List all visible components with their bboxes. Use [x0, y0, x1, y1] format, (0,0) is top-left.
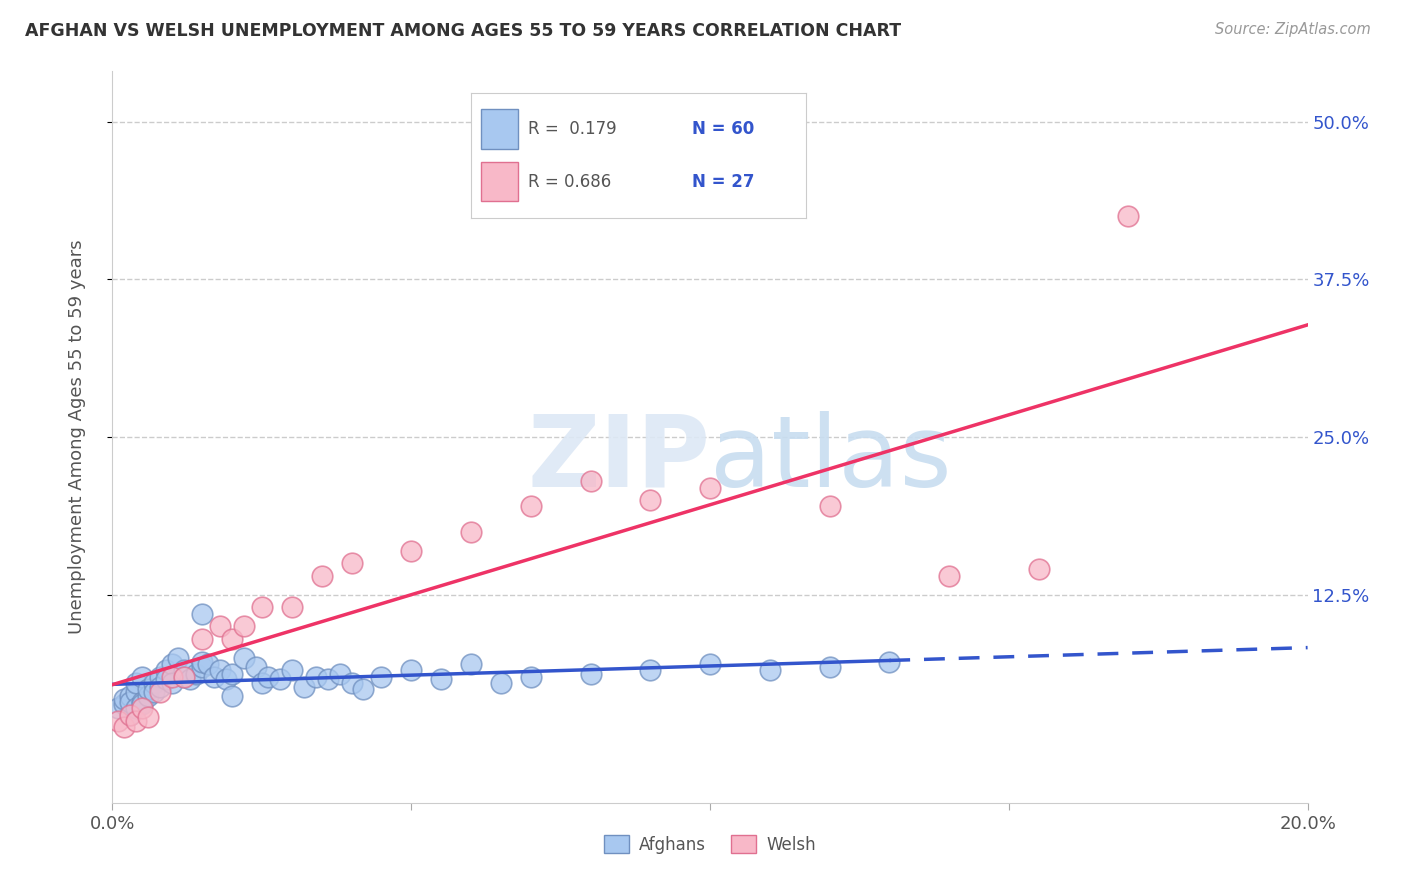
Point	[699, 481, 721, 495]
Point	[155, 664, 177, 678]
Text: Source: ZipAtlas.com: Source: ZipAtlas.com	[1215, 22, 1371, 37]
Point	[125, 714, 148, 728]
Point	[1118, 210, 1140, 224]
Point	[281, 600, 304, 615]
Point	[167, 650, 190, 665]
Point	[640, 493, 662, 508]
Point	[370, 670, 392, 684]
Point	[120, 695, 142, 709]
Point	[173, 664, 195, 678]
Point	[316, 672, 339, 686]
Point	[107, 714, 129, 728]
Point	[489, 676, 512, 690]
Point	[131, 670, 153, 684]
Point	[221, 689, 243, 703]
Point	[162, 657, 183, 671]
Point	[215, 672, 238, 686]
Point	[114, 692, 135, 706]
Point	[125, 685, 148, 699]
Point	[579, 474, 602, 488]
Point	[149, 670, 172, 684]
Point	[221, 667, 243, 681]
Point	[221, 632, 243, 646]
Point	[191, 655, 214, 669]
Point	[520, 500, 543, 514]
Point	[186, 667, 208, 681]
Point	[250, 676, 273, 690]
Point	[245, 659, 267, 673]
Point	[250, 600, 273, 615]
Point	[340, 676, 363, 690]
Point	[520, 670, 543, 684]
Point	[1028, 562, 1050, 576]
Point	[131, 695, 153, 709]
Point	[209, 664, 232, 678]
Point	[460, 524, 482, 539]
Point	[305, 670, 328, 684]
Point	[699, 657, 721, 671]
Point	[155, 672, 177, 686]
Point	[579, 667, 602, 681]
Text: ZIP: ZIP	[527, 410, 710, 508]
Point	[107, 701, 129, 715]
Point	[281, 664, 304, 678]
Point	[131, 698, 153, 712]
Point	[162, 670, 183, 684]
Point	[138, 710, 160, 724]
Point	[353, 682, 375, 697]
Legend: Afghans, Welsh: Afghans, Welsh	[598, 829, 823, 860]
Point	[311, 569, 333, 583]
Point	[125, 676, 148, 690]
Point	[640, 664, 662, 678]
Point	[143, 676, 166, 690]
Point	[401, 664, 423, 678]
Point	[138, 682, 160, 697]
Point	[120, 689, 142, 703]
Point	[138, 689, 160, 703]
Point	[879, 655, 901, 669]
Point	[120, 707, 142, 722]
Point	[329, 667, 352, 681]
Point	[818, 500, 841, 514]
Point	[197, 657, 219, 671]
Point	[173, 670, 195, 684]
Point	[131, 701, 153, 715]
Point	[257, 670, 280, 684]
Text: AFGHAN VS WELSH UNEMPLOYMENT AMONG AGES 55 TO 59 YEARS CORRELATION CHART: AFGHAN VS WELSH UNEMPLOYMENT AMONG AGES …	[25, 22, 901, 40]
Point	[191, 659, 214, 673]
Point	[209, 619, 232, 633]
Point	[162, 676, 183, 690]
Point	[340, 556, 363, 570]
Point	[460, 657, 482, 671]
Point	[149, 685, 172, 699]
Point	[818, 659, 841, 673]
Point	[233, 650, 256, 665]
Point	[120, 707, 142, 722]
Point	[430, 672, 453, 686]
Point	[401, 543, 423, 558]
Y-axis label: Unemployment Among Ages 55 to 59 years: Unemployment Among Ages 55 to 59 years	[67, 240, 86, 634]
Point	[269, 672, 291, 686]
Point	[114, 698, 135, 712]
Point	[759, 664, 782, 678]
Point	[292, 680, 315, 694]
Point	[149, 680, 172, 694]
Point	[191, 632, 214, 646]
Text: atlas: atlas	[710, 410, 952, 508]
Point	[202, 670, 225, 684]
Point	[125, 701, 148, 715]
Point	[173, 670, 195, 684]
Point	[233, 619, 256, 633]
Point	[114, 720, 135, 734]
Point	[179, 672, 201, 686]
Point	[143, 685, 166, 699]
Point	[938, 569, 960, 583]
Point	[191, 607, 214, 621]
